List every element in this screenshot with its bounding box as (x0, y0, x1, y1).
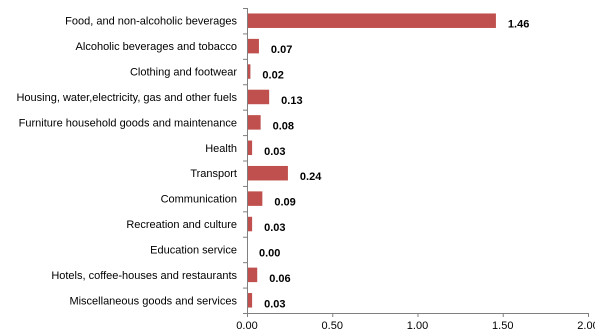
category-label: Transport (190, 168, 237, 180)
bar (247, 267, 258, 283)
value-label: 0.03 (264, 146, 285, 158)
x-tick-label: 1.50 (492, 320, 513, 331)
bar (247, 191, 263, 206)
bar (247, 13, 496, 28)
value-label: 0.03 (264, 222, 285, 234)
x-tick-label: 0.50 (322, 320, 343, 331)
x-tick-label: 0.00 (236, 320, 257, 331)
category-label: Recreation and culture (126, 219, 237, 231)
x-ticks-group: 0.00 0.50 1.00 1.50 2.00 (236, 8, 595, 331)
bar (247, 38, 259, 54)
x-tick-label: 1.00 (407, 320, 428, 331)
value-label: 1.46 (508, 19, 529, 31)
bar (247, 64, 251, 79)
x-tick-label: 2.00 (577, 320, 595, 331)
bar (247, 216, 253, 232)
value-label: 0.07 (271, 44, 292, 56)
category-label: Health (205, 143, 237, 155)
category-label: Furniture household goods and maintenanc… (19, 117, 237, 129)
category-label: Education service (150, 244, 237, 256)
value-label: 0.09 (274, 197, 295, 209)
value-label: 0.13 (281, 95, 302, 107)
value-label: 0.24 (300, 171, 322, 183)
value-label: 0.00 (259, 247, 280, 259)
value-label: 0.06 (269, 273, 290, 285)
category-label: Clothing and footwear (130, 67, 237, 79)
bars-group (247, 13, 496, 308)
bar (247, 140, 253, 156)
bar (247, 115, 261, 130)
value-labels-group: 1.46 0.07 0.02 0.13 0.08 0.03 0.24 0.09 0.03 0.00… (259, 19, 529, 311)
category-label: Food, and non-alcoholic beverages (65, 16, 237, 28)
category-label: Hotels, coffee-houses and restaurants (51, 270, 237, 282)
category-label: Communication (161, 194, 237, 206)
value-label: 0.08 (273, 120, 294, 132)
category-label: Miscellaneous goods and services (69, 295, 237, 307)
category-label: Housing, water,electricity, gas and othe… (16, 92, 237, 104)
bar (247, 89, 270, 105)
category-labels-group: Food, and non-alcoholic beverages Alcohol… (16, 16, 237, 308)
bar (247, 293, 253, 308)
bar (247, 165, 288, 181)
value-label: 0.03 (264, 298, 285, 310)
value-label: 0.02 (262, 70, 283, 82)
category-label: Alcoholic beverages and tobacco (76, 41, 237, 53)
